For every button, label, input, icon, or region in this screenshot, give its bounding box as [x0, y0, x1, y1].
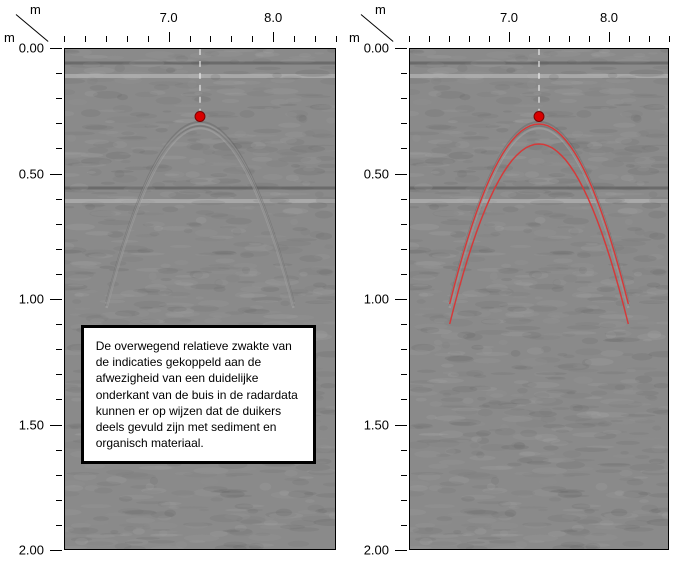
axis-corner-diagonal — [361, 14, 394, 42]
x-tick-minor — [569, 36, 570, 42]
x-tick-minor — [106, 36, 107, 42]
y-tick-minor — [401, 399, 407, 400]
y-tick-minor — [401, 450, 407, 451]
y-tick-minor — [56, 349, 62, 350]
x-tick-minor — [294, 36, 295, 42]
y-tick-major — [50, 550, 62, 551]
radargram-panel-left: m m 7.08.0 0.000.501.001.502.00 De overw… — [0, 0, 345, 563]
axis-unit-top: m — [375, 2, 386, 17]
y-tick-label: 1.00 — [345, 292, 389, 307]
x-tick-minor — [489, 36, 490, 42]
x-tick-label: 8.0 — [264, 10, 282, 25]
y-tick-major — [395, 425, 407, 426]
y-tick-label: 0.00 — [345, 41, 389, 56]
y-tick-label: 2.00 — [0, 543, 44, 558]
y-tick-minor — [56, 98, 62, 99]
x-tick-minor — [409, 36, 410, 42]
radargram-image-right — [410, 49, 668, 549]
y-tick-minor — [401, 73, 407, 74]
y-tick-minor — [56, 525, 62, 526]
y-tick-minor — [56, 500, 62, 501]
y-tick-minor — [401, 274, 407, 275]
y-tick-minor — [401, 249, 407, 250]
annotation-text: De overwegend relatieve zwakte van de in… — [96, 339, 298, 450]
x-tick-major — [509, 32, 510, 42]
y-tick-label: 0.50 — [345, 166, 389, 181]
y-tick-major — [50, 48, 62, 49]
radargram-image-left — [65, 49, 335, 549]
y-tick-label: 0.50 — [0, 166, 44, 181]
y-tick-minor — [401, 525, 407, 526]
x-tick-minor — [629, 36, 630, 42]
x-tick-minor — [64, 36, 65, 42]
y-tick-minor — [401, 324, 407, 325]
y-tick-minor — [401, 500, 407, 501]
y-tick-label: 1.50 — [345, 417, 389, 432]
y-tick-label: 1.00 — [0, 292, 44, 307]
y-tick-minor — [401, 199, 407, 200]
y-tick-major — [50, 299, 62, 300]
y-tick-minor — [56, 148, 62, 149]
y-tick-minor — [401, 224, 407, 225]
x-tick-minor — [649, 36, 650, 42]
x-tick-label: 7.0 — [500, 10, 518, 25]
x-tick-minor — [669, 36, 670, 42]
y-tick-minor — [401, 98, 407, 99]
x-tick-minor — [210, 36, 211, 42]
y-tick-minor — [401, 475, 407, 476]
y-tick-minor — [56, 374, 62, 375]
annotation-box: De overwegend relatieve zwakte van de in… — [81, 325, 316, 464]
x-tick-minor — [336, 36, 337, 42]
x-tick-minor — [589, 36, 590, 42]
y-tick-label: 0.00 — [0, 41, 44, 56]
y-tick-label: 2.00 — [345, 543, 389, 558]
y-tick-major — [395, 550, 407, 551]
x-tick-label: 7.0 — [160, 10, 178, 25]
plot-area-left: De overwegend relatieve zwakte van de in… — [64, 48, 336, 550]
y-tick-minor — [56, 324, 62, 325]
y-tick-major — [50, 425, 62, 426]
x-tick-minor — [315, 36, 316, 42]
y-tick-minor — [56, 249, 62, 250]
y-tick-label: 1.50 — [0, 417, 44, 432]
y-tick-minor — [56, 450, 62, 451]
y-tick-major — [395, 48, 407, 49]
x-tick-minor — [85, 36, 86, 42]
y-tick-minor — [401, 349, 407, 350]
x-tick-minor — [231, 36, 232, 42]
y-tick-minor — [401, 123, 407, 124]
radargram-panel-right: m m 7.08.0 0.000.501.001.502.00 — [345, 0, 677, 563]
x-tick-minor — [148, 36, 149, 42]
x-tick-minor — [190, 36, 191, 42]
x-tick-major — [609, 32, 610, 42]
x-tick-minor — [252, 36, 253, 42]
x-tick-minor — [549, 36, 550, 42]
x-tick-major — [273, 32, 274, 42]
y-tick-major — [50, 174, 62, 175]
y-tick-minor — [56, 224, 62, 225]
y-tick-minor — [56, 123, 62, 124]
x-tick-minor — [127, 36, 128, 42]
y-tick-minor — [56, 475, 62, 476]
y-tick-major — [395, 299, 407, 300]
y-tick-minor — [56, 73, 62, 74]
y-tick-minor — [401, 148, 407, 149]
y-tick-minor — [56, 399, 62, 400]
axis-unit-top: m — [30, 2, 41, 17]
y-tick-minor — [56, 274, 62, 275]
x-tick-minor — [449, 36, 450, 42]
x-tick-major — [169, 32, 170, 42]
axis-corner-diagonal — [16, 14, 49, 42]
x-tick-minor — [529, 36, 530, 42]
y-tick-major — [395, 174, 407, 175]
y-tick-minor — [56, 199, 62, 200]
x-tick-minor — [469, 36, 470, 42]
x-tick-minor — [429, 36, 430, 42]
plot-area-right — [409, 48, 669, 550]
x-tick-label: 8.0 — [600, 10, 618, 25]
y-tick-minor — [401, 374, 407, 375]
